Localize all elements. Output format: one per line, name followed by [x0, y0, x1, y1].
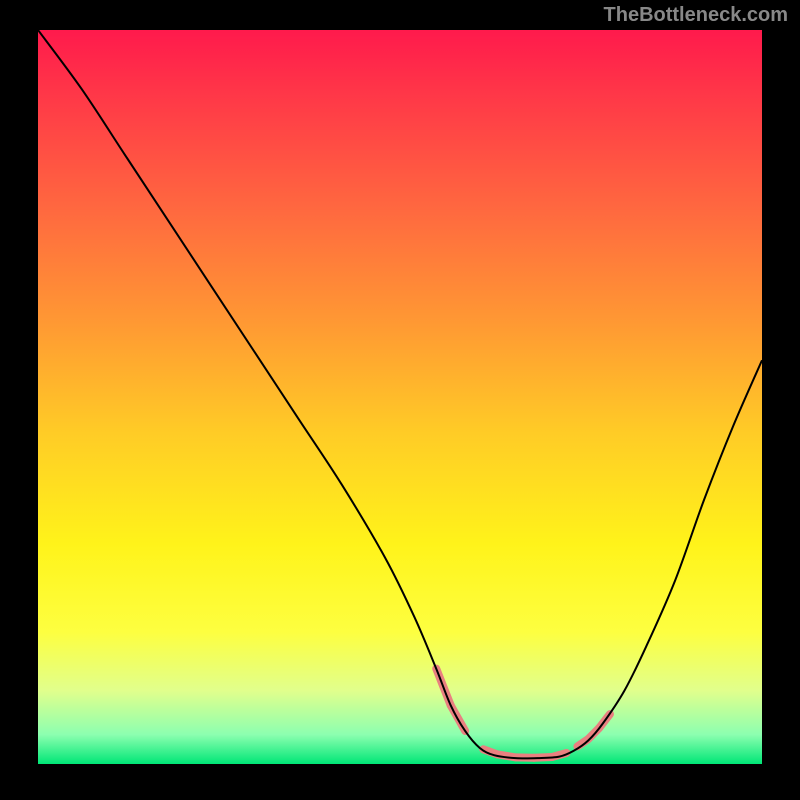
- bottleneck-curve-chart: [38, 30, 762, 764]
- gradient-background: [38, 30, 762, 764]
- watermark-text: TheBottleneck.com: [604, 4, 788, 27]
- chart-container: TheBottleneck.com: [0, 0, 800, 800]
